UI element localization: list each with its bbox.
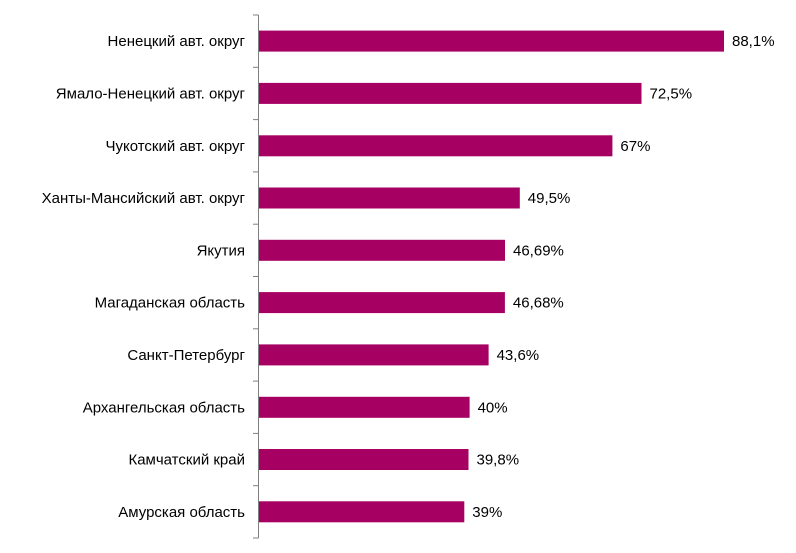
category-label: Камчатский край — [128, 452, 245, 469]
value-label: 72,5% — [650, 85, 693, 102]
value-label: 46,69% — [513, 242, 564, 259]
category-label: Амурская область — [118, 504, 245, 521]
value-label: 43,6% — [497, 347, 540, 364]
bar — [258, 501, 465, 523]
value-label: 39% — [472, 504, 502, 521]
value-label: 67% — [620, 138, 650, 155]
bar — [258, 344, 489, 366]
category-label: Архангельская область — [83, 399, 245, 416]
value-label: 46,68% — [513, 295, 564, 312]
bars — [258, 30, 724, 523]
bar — [258, 396, 470, 418]
value-label: 88,1% — [732, 33, 775, 50]
bar — [258, 187, 520, 209]
value-labels: 88,1% 72,5% 67% 49,5% 46,69% 46,68% 43,6% 40% 39… — [472, 33, 774, 521]
value-label: 49,5% — [528, 190, 571, 207]
bar — [258, 292, 505, 314]
bar — [258, 82, 642, 104]
category-labels: Ненецкий авт. округ Ямало-Ненецкий авт. о… — [42, 33, 246, 521]
category-label: Санкт-Петербург — [127, 347, 245, 364]
category-label: Ханты-Мансийский авт. округ — [42, 190, 246, 207]
bar — [258, 449, 469, 470]
value-label: 40% — [478, 399, 508, 416]
category-label: Якутия — [197, 242, 245, 259]
category-label: Ямало-Ненецкий авт. округ — [56, 85, 246, 102]
category-label: Чукотский авт. округ — [105, 138, 245, 155]
category-label: Магаданская область — [95, 295, 246, 312]
bar — [258, 135, 613, 157]
bar — [258, 239, 505, 261]
bar — [258, 30, 724, 52]
value-label: 39,8% — [477, 452, 520, 469]
category-axis — [253, 14, 259, 539]
category-label: Ненецкий авт. округ — [108, 33, 246, 50]
